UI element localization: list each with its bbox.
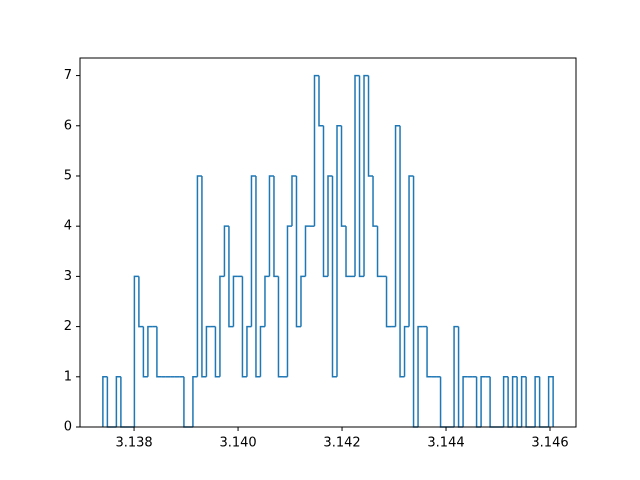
histogram-step (300, 275, 306, 327)
histogram-step (462, 376, 468, 427)
histogram-step (201, 175, 207, 378)
histogram-step (363, 74, 369, 277)
y-tick-label: 7 (64, 68, 72, 83)
histogram-step (232, 275, 238, 327)
histogram-step (268, 175, 274, 277)
histogram-step (255, 175, 261, 378)
y-tick-label: 3 (64, 269, 72, 284)
y-tick-label: 0 (64, 420, 72, 435)
histogram-step (133, 275, 139, 427)
histogram-step (354, 74, 360, 277)
histogram-step (102, 376, 108, 427)
histogram-step (336, 125, 342, 377)
histogram-step (250, 175, 256, 327)
axes-frame (79, 57, 577, 428)
histogram-step (196, 175, 202, 377)
histogram-step (318, 75, 324, 127)
histogram-step (273, 175, 279, 278)
histogram-step (408, 175, 414, 327)
histogram-step (480, 376, 486, 427)
histogram-step (115, 376, 121, 427)
x-tick-label: 3.144 (427, 436, 464, 451)
histogram-step (156, 326, 162, 378)
histogram-step (205, 325, 211, 377)
histogram-step (511, 376, 518, 427)
y-tick-label: 1 (64, 369, 72, 384)
histogram-step (376, 226, 383, 278)
histogram-step (138, 276, 144, 328)
histogram-step (142, 326, 148, 378)
histogram-step (264, 275, 270, 327)
histogram-step (286, 225, 292, 377)
histogram-step (385, 276, 392, 328)
histogram-step (304, 225, 310, 277)
histogram-step (372, 175, 378, 227)
histogram-step (453, 325, 459, 427)
y-tick-label: 5 (64, 168, 72, 183)
histogram-step (547, 376, 554, 427)
x-tick-label: 3.138 (115, 436, 152, 451)
y-tick-label: 2 (64, 319, 72, 334)
histogram-step (394, 125, 401, 327)
histogram-step (399, 125, 405, 378)
histogram-step (367, 75, 374, 177)
histogram-step (295, 175, 301, 328)
histogram-step (426, 326, 432, 378)
histogram-step (277, 276, 283, 378)
histogram-step (340, 125, 347, 227)
histogram-step (291, 175, 297, 227)
histogram-step (147, 325, 153, 377)
histogram-step (313, 74, 319, 227)
histogram-step (223, 225, 229, 277)
histogram-step (358, 75, 365, 278)
histogram-step (534, 376, 540, 427)
y-tick-label: 6 (64, 118, 72, 133)
x-tick-label: 3.146 (531, 436, 568, 451)
y-tick-label: 4 (64, 219, 72, 234)
x-tick-label: 3.140 (219, 436, 256, 451)
histogram-step (502, 376, 509, 427)
histogram-step (322, 125, 328, 278)
histogram-step (219, 275, 225, 377)
histogram-step (520, 376, 527, 427)
x-tick-label: 3.142 (323, 436, 360, 451)
histogram-step (331, 175, 338, 378)
histogram-step (259, 325, 265, 377)
histogram-step (345, 226, 351, 278)
histogram-step (214, 326, 220, 378)
histogram-step (228, 226, 234, 328)
histogram-step (241, 276, 247, 378)
histogram-step (403, 325, 410, 377)
histogram-step (192, 376, 198, 427)
histogram-step (246, 325, 252, 377)
histogram-step (327, 175, 333, 277)
histogram-step (417, 325, 423, 427)
